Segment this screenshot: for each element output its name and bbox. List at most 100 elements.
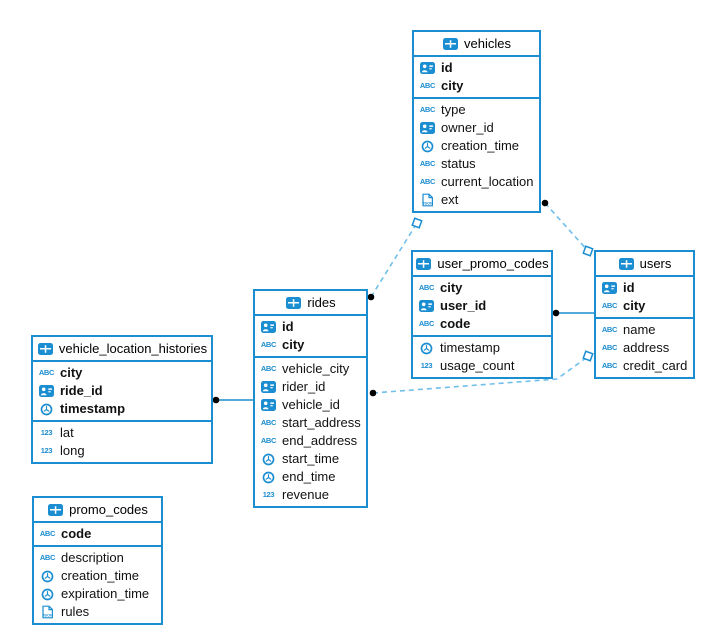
relationship-rides-vehicles[interactable] — [367, 217, 423, 301]
field-name: id — [282, 319, 294, 334]
field-name: usage_count — [440, 358, 515, 373]
field-row-revenue[interactable]: 123 revenue — [255, 486, 366, 504]
field-row-start_time[interactable]: start_time — [255, 450, 366, 468]
field-name: type — [441, 102, 466, 117]
time-icon — [418, 342, 435, 355]
table-header[interactable]: promo_codes — [34, 498, 161, 523]
time-icon — [38, 403, 55, 416]
number-icon: 123 — [40, 428, 53, 438]
field-row-id[interactable]: id — [255, 318, 366, 336]
field-row-rider_id[interactable]: rider_id — [255, 378, 366, 396]
primary-key-section: ABC city user_id ABC code — [413, 277, 551, 337]
field-row-city[interactable]: ABC city — [33, 364, 211, 382]
field-row-usage_count[interactable]: 123 usage_count — [413, 357, 551, 375]
table-users[interactable]: users id ABC city ABC name ABC address ABC cred… — [594, 250, 695, 379]
table-header[interactable]: users — [596, 252, 693, 277]
table-name: users — [639, 256, 672, 271]
time-icon — [260, 471, 277, 484]
field-row-city[interactable]: ABC city — [596, 297, 693, 315]
field-row-end_time[interactable]: end_time — [255, 468, 366, 486]
field-row-id[interactable]: id — [414, 59, 539, 77]
field-name: creation_time — [441, 138, 520, 153]
field-row-status[interactable]: ABC status — [414, 155, 539, 173]
relationship-user_promo_codes-users[interactable] — [552, 309, 596, 317]
field-name: vehicle_city — [282, 361, 350, 376]
table-name: vehicle_location_histories — [58, 341, 208, 356]
text-icon: ABC — [419, 177, 436, 187]
field-row-timestamp[interactable]: timestamp — [33, 400, 211, 418]
text-icon: ABC — [38, 368, 55, 378]
field-row-ride_id[interactable]: ride_id — [33, 382, 211, 400]
field-row-description[interactable]: ABC description — [34, 549, 161, 567]
field-row-rules[interactable]: JSON rules — [34, 603, 161, 621]
table-header[interactable]: vehicles — [414, 32, 539, 57]
relationship-line[interactable] — [372, 357, 587, 394]
field-row-name[interactable]: ABC name — [596, 321, 693, 339]
field-row-city[interactable]: ABC city — [414, 77, 539, 95]
field-name: city — [623, 298, 646, 313]
field-name: start_address — [282, 415, 361, 430]
json-icon: JSON — [419, 193, 436, 207]
field-row-user_id[interactable]: user_id — [413, 297, 551, 315]
field-row-owner_id[interactable]: owner_id — [414, 119, 539, 137]
field-row-start_address[interactable]: ABC start_address — [255, 414, 366, 432]
uuid-icon — [419, 122, 436, 134]
table-header[interactable]: vehicle_location_histories — [33, 337, 211, 362]
field-row-vehicle_city[interactable]: ABC vehicle_city — [255, 360, 366, 378]
table-header[interactable]: user_promo_codes — [413, 252, 551, 277]
table-name: user_promo_codes — [437, 256, 549, 271]
uuid-icon — [38, 385, 55, 397]
relationship-line[interactable] — [370, 222, 418, 298]
field-row-long[interactable]: 123 long — [33, 442, 211, 460]
table-user_promo_codes[interactable]: user_promo_codes ABC city user_id ABC code t… — [411, 250, 553, 379]
field-row-code[interactable]: ABC code — [34, 525, 161, 543]
field-row-ext[interactable]: JSON ext — [414, 191, 539, 209]
field-name: start_time — [282, 451, 340, 466]
field-row-id[interactable]: id — [596, 279, 693, 297]
relationship-vehicles-users[interactable] — [541, 199, 594, 257]
field-row-end_address[interactable]: ABC end_address — [255, 432, 366, 450]
primary-key-section: ABC code — [34, 523, 161, 547]
relationship-line[interactable] — [544, 202, 589, 252]
table-vehicle_location_histories[interactable]: vehicle_location_histories ABC city ride_i… — [31, 335, 213, 464]
field-row-expiration_time[interactable]: expiration_time — [34, 585, 161, 603]
field-name: city — [440, 280, 463, 295]
field-row-vehicle_id[interactable]: vehicle_id — [255, 396, 366, 414]
field-row-code[interactable]: ABC code — [413, 315, 551, 333]
table-vehicles[interactable]: vehicles id ABC city ABC type owner_id creati… — [412, 30, 541, 213]
relationship-vehicle_location_histories-rides[interactable] — [212, 396, 255, 404]
table-rides[interactable]: rides id ABC city ABC vehicle_city rider_id v… — [253, 289, 368, 508]
field-row-current_location[interactable]: ABC current_location — [414, 173, 539, 191]
uuid-icon — [260, 381, 277, 393]
table-header[interactable]: rides — [255, 291, 366, 316]
field-row-creation_time[interactable]: creation_time — [34, 567, 161, 585]
field-name: code — [61, 526, 92, 541]
primary-key-section: id ABC city — [596, 277, 693, 319]
fields-section: 123 lat 123 long — [33, 422, 211, 462]
table-promo_codes[interactable]: promo_codes ABC code ABC description creati… — [32, 496, 163, 625]
field-row-lat[interactable]: 123 lat — [33, 424, 211, 442]
field-name: timestamp — [60, 401, 126, 416]
uuid-icon — [419, 62, 436, 74]
uuid-icon — [418, 300, 435, 312]
cardinality-dot — [369, 389, 377, 397]
number-icon: 123 — [40, 446, 53, 456]
cardinality-dot — [541, 199, 549, 207]
field-name: city — [282, 337, 305, 352]
fields-section: ABC description creation_time expiration_ti… — [34, 547, 161, 623]
table-icon — [442, 37, 459, 50]
field-row-creation_time[interactable]: creation_time — [414, 137, 539, 155]
field-row-credit_card[interactable]: ABC credit_card — [596, 357, 693, 375]
svg-text:JSON: JSON — [42, 613, 53, 617]
field-row-city[interactable]: ABC city — [255, 336, 366, 354]
field-row-city[interactable]: ABC city — [413, 279, 551, 297]
text-icon: ABC — [601, 343, 618, 353]
field-row-address[interactable]: ABC address — [596, 339, 693, 357]
fields-section: ABC vehicle_city rider_id vehicle_id ABC star… — [255, 358, 366, 506]
field-row-timestamp[interactable]: timestamp — [413, 339, 551, 357]
relationship-rides-users[interactable] — [369, 350, 594, 397]
field-name: vehicle_id — [282, 397, 340, 412]
field-row-type[interactable]: ABC type — [414, 101, 539, 119]
